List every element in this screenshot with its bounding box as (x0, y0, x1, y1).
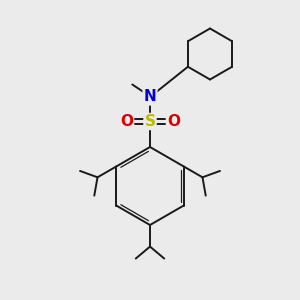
Text: O: O (120, 114, 133, 129)
Text: N: N (144, 89, 156, 104)
Text: O: O (167, 114, 180, 129)
Text: S: S (145, 114, 155, 129)
